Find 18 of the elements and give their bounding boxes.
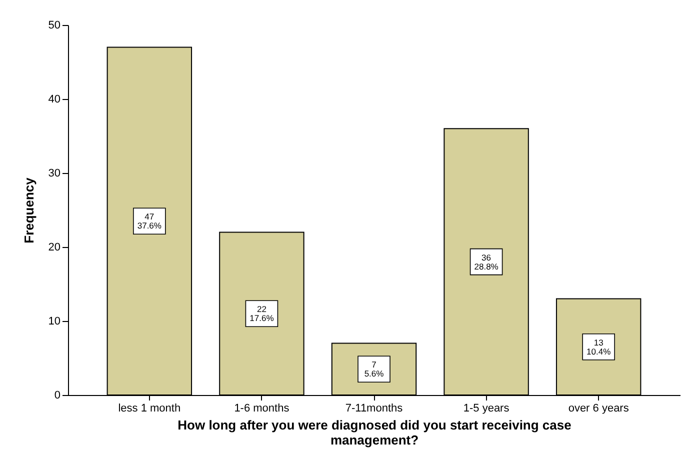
x-axis-title: How long after you were diagnosed did you start receiving case management? — [178, 418, 572, 448]
data-label: 13 10.4% — [586, 337, 612, 356]
x-tick-label: 7-11months — [345, 402, 404, 414]
y-tick-label: 0 — [54, 390, 60, 402]
y-tick-label: 20 — [48, 242, 60, 254]
data-label: 7 5.6% — [364, 360, 384, 379]
y-axis-title: Frequency — [21, 176, 36, 244]
x-tick-label: 1-5 years — [463, 402, 510, 414]
data-label: 47 37.6% — [137, 212, 162, 231]
x-tick-label: 1-6 months — [234, 402, 290, 414]
x-tick-label: less 1 month — [118, 402, 181, 414]
data-label: 22 17.6% — [250, 304, 274, 324]
y-tick-label: 40 — [48, 94, 60, 106]
y-tick-label: 50 — [48, 20, 60, 32]
y-tick-label: 10 — [48, 316, 60, 328]
data-label: 36 28.8% — [474, 252, 499, 272]
y-tick-label: 30 — [48, 168, 60, 180]
x-tick-label: over 6 years — [568, 402, 630, 414]
